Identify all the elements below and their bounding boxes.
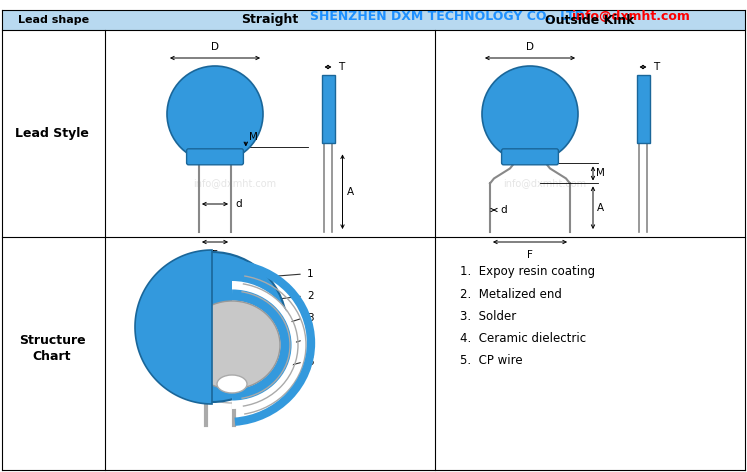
Text: Lead shape: Lead shape	[18, 15, 89, 25]
Text: d: d	[235, 199, 241, 209]
Ellipse shape	[184, 301, 280, 389]
Text: info@dxmht.com: info@dxmht.com	[503, 178, 586, 188]
Text: F: F	[212, 250, 218, 260]
Ellipse shape	[482, 66, 578, 162]
Text: 5.  CP wire: 5. CP wire	[460, 354, 523, 366]
Text: D: D	[526, 42, 534, 52]
Text: info@dxmht.com: info@dxmht.com	[193, 178, 276, 188]
Text: 1.  Expoy resin coating: 1. Expoy resin coating	[460, 265, 595, 278]
Text: SHENZHEN DXM TECHNOLOGY CO., LTD: SHENZHEN DXM TECHNOLOGY CO., LTD	[310, 9, 589, 23]
Text: Structure
Chart: Structure Chart	[19, 335, 85, 362]
Text: Straight: Straight	[241, 14, 299, 26]
Text: F: F	[527, 250, 533, 260]
Text: A: A	[597, 202, 604, 213]
Bar	[636, 75, 649, 143]
Text: d: d	[500, 205, 506, 215]
Text: M: M	[249, 133, 258, 143]
FancyBboxPatch shape	[501, 149, 559, 165]
Text: 5: 5	[307, 357, 314, 367]
Text: 4.  Ceramic dielectric: 4. Ceramic dielectric	[460, 331, 586, 345]
Ellipse shape	[184, 301, 280, 389]
Text: 3: 3	[307, 313, 314, 323]
Bar	[2, 10, 105, 30]
Ellipse shape	[137, 252, 287, 402]
Text: T: T	[654, 62, 660, 72]
Bar	[321, 75, 335, 143]
Text: Outside Kink: Outside Kink	[545, 14, 635, 26]
Text: 1: 1	[307, 269, 314, 279]
Text: Lead Style: Lead Style	[15, 127, 89, 140]
Text: 4: 4	[307, 335, 314, 345]
Text: M: M	[596, 169, 605, 178]
Text: 3.  Solder: 3. Solder	[460, 310, 516, 322]
Bar	[435, 10, 745, 30]
Text: A: A	[347, 187, 353, 197]
Text: 2.  Metalized end: 2. Metalized end	[460, 287, 562, 301]
Ellipse shape	[167, 66, 263, 162]
Wedge shape	[232, 281, 296, 409]
PathPatch shape	[135, 250, 212, 404]
Text: D: D	[211, 42, 219, 52]
Ellipse shape	[217, 375, 247, 393]
Bar	[105, 10, 435, 30]
FancyBboxPatch shape	[187, 149, 244, 165]
Text: T: T	[338, 62, 345, 72]
Text: 2: 2	[307, 291, 314, 301]
Text: info@dxmht.com: info@dxmht.com	[572, 9, 690, 23]
